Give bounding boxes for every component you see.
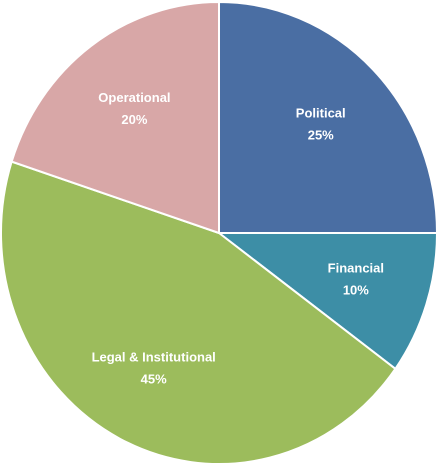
pie-slice: [10, 0, 220, 235]
slice-label: Financial: [328, 261, 384, 276]
slice-value-label: 25%: [308, 128, 334, 143]
pie-slice: [216, 232, 439, 371]
slice-value-label: 45%: [141, 371, 167, 386]
slice-value-label: 20%: [121, 112, 147, 127]
slice-label: Operational: [98, 90, 170, 105]
pie-slice: [218, 0, 439, 234]
slice-value-label: 10%: [343, 283, 369, 298]
slice-label: Political: [296, 106, 346, 121]
pie-slice: [0, 160, 397, 465]
slice-label: Legal & Institutional: [92, 349, 216, 364]
